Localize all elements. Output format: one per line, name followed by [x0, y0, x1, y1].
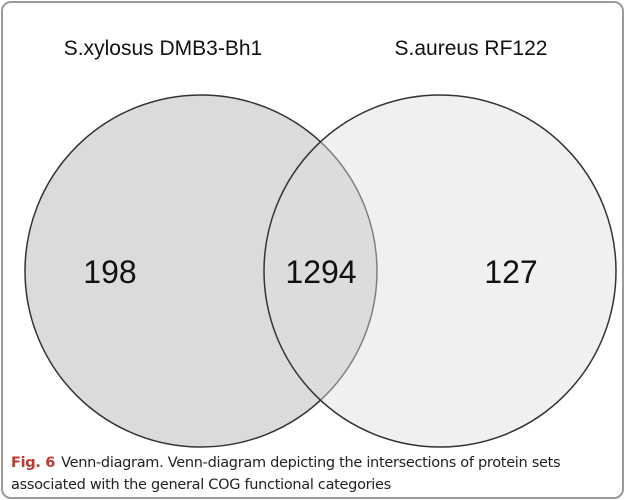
caption-label: Fig. 6 [11, 455, 56, 471]
right-set-circle [263, 94, 617, 448]
left-set-circle [24, 94, 378, 448]
caption-text: Venn-diagram. Venn-diagram depicting the… [11, 455, 561, 493]
venn-diagram: S.xylosus DMB3-Bh1 S.aureus RF122 198 12… [24, 37, 617, 448]
caption: Fig. 6 Venn-diagram. Venn-diagram depicti… [11, 452, 617, 496]
left-set-label: S.xylosus DMB3-Bh1 [64, 37, 262, 60]
intersection-count: 1294 [285, 254, 356, 290]
right-only-count: 127 [484, 254, 537, 290]
left-only-count: 198 [83, 254, 136, 290]
right-set-label: S.aureus RF122 [395, 37, 548, 60]
